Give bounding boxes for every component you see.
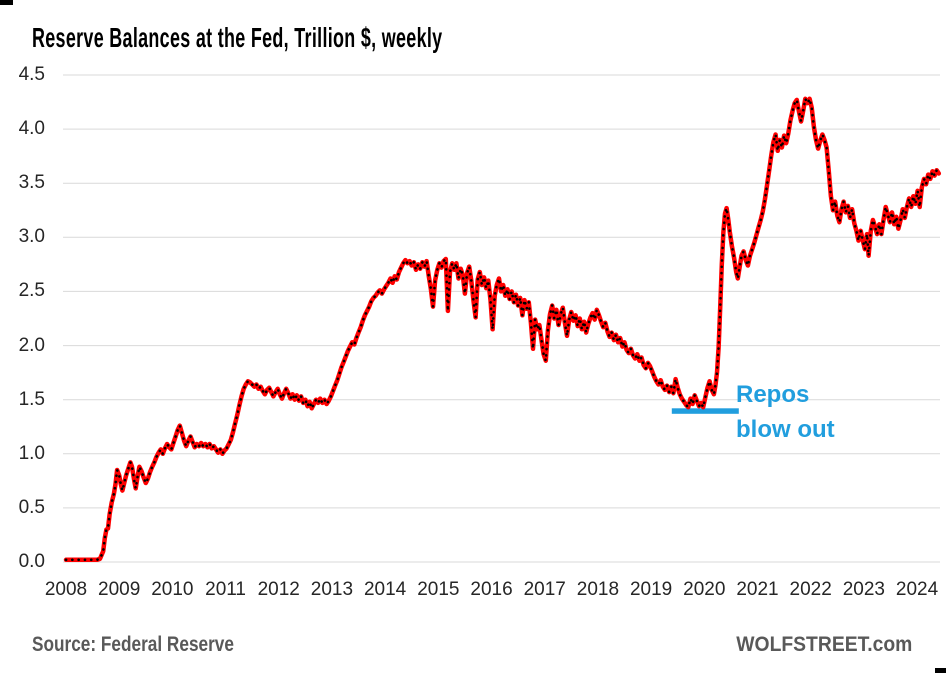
x-tick-label: 2017 bbox=[523, 579, 566, 600]
x-tick-label: 2010 bbox=[151, 579, 194, 600]
x-tick-label: 2008 bbox=[44, 579, 88, 600]
repos-blow-out-annotation: Repos blow out bbox=[736, 377, 835, 447]
x-tick-label: 2013 bbox=[310, 579, 354, 600]
y-tick-label: 3.0 bbox=[18, 226, 45, 248]
x-tick-label: 2024 bbox=[895, 579, 939, 600]
chart-title: Reserve Balances at the Fed, Trillion $,… bbox=[32, 22, 443, 53]
annotation-line-2: blow out bbox=[736, 416, 835, 443]
y-tick-label: 2.0 bbox=[18, 334, 45, 356]
x-tick-label: 2022 bbox=[789, 579, 832, 600]
x-tick-label: 2015 bbox=[417, 579, 460, 600]
repos-underline-bar bbox=[671, 408, 739, 414]
y-tick-label: 2.5 bbox=[18, 280, 45, 302]
y-tick-label: 4.5 bbox=[18, 64, 45, 85]
x-tick-label: 2020 bbox=[683, 579, 726, 600]
source-note: Source: Federal Reserve bbox=[32, 633, 234, 656]
x-tick-label: 2016 bbox=[470, 579, 513, 600]
reserve-balances-line bbox=[63, 96, 942, 563]
x-tick-label: 2009 bbox=[98, 579, 141, 600]
annotation-line-1: Repos bbox=[736, 381, 810, 408]
y-tick-label: 3.5 bbox=[18, 172, 45, 194]
x-tick-label: 2023 bbox=[842, 579, 885, 600]
y-tick-label: 1.0 bbox=[18, 442, 45, 464]
x-tick-label: 2019 bbox=[629, 579, 673, 600]
x-tick-label: 2018 bbox=[576, 579, 620, 600]
corner-mark-bottom-right bbox=[935, 668, 946, 673]
y-tick-label: 4.0 bbox=[18, 118, 45, 140]
wolfstreet-logo: WOLFSTREET.com bbox=[735, 633, 912, 656]
x-tick-label: 2012 bbox=[257, 579, 300, 600]
y-tick-label: 1.5 bbox=[18, 388, 45, 410]
x-tick-label: 2011 bbox=[205, 579, 246, 600]
corner-mark-top-left bbox=[0, 0, 13, 5]
y-tick-label: 0.0 bbox=[18, 551, 45, 572]
y-tick-label: 0.5 bbox=[18, 496, 45, 518]
x-tick-label: 2021 bbox=[736, 579, 779, 600]
reserve-balances-markers bbox=[64, 97, 941, 562]
x-tick-label: 2014 bbox=[363, 579, 407, 600]
